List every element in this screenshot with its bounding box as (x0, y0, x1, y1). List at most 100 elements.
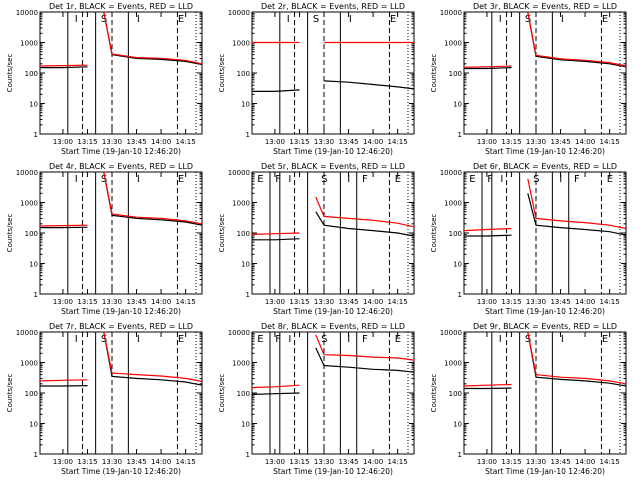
x-tick-label: 13:15 (501, 298, 521, 306)
y-tick-label: 1 (34, 291, 38, 299)
x-tick-label: 13:45 (126, 298, 146, 306)
x-axis-label: Start Time (19-Jan-10 12:46:20) (273, 147, 393, 156)
panel-det-7: Det 7r, BLACK = Events, RED = LLD 1 10 100 1… (6, 322, 203, 476)
x-tick-label: 14:15 (600, 298, 620, 306)
y-tick-label: 100 (237, 230, 250, 238)
event-marker-label: S (101, 14, 107, 25)
event-marker-label: E (607, 174, 613, 185)
y-axis-label: Counts/sec (6, 374, 14, 413)
x-tick-label: 13:15 (501, 458, 521, 466)
y-tick-label: 1 (458, 131, 462, 139)
x-tick-label: 13:30 (526, 298, 546, 306)
x-tick-label: 14:00 (151, 458, 171, 466)
y-axis-label: Counts/sec (218, 54, 226, 93)
event-marker-label: E (395, 334, 401, 345)
event-marker-label: S (313, 14, 319, 25)
x-tick-label: 13:45 (126, 458, 146, 466)
y-tick-label: 10000 (228, 329, 250, 337)
event-marker-label: I (75, 174, 78, 185)
y-tick-label: 1000 (20, 40, 38, 48)
x-tick-label: 13:45 (550, 298, 570, 306)
x-tick-label: 14:00 (575, 298, 595, 306)
x-tick-label: 14:15 (176, 458, 196, 466)
x-tick-label: 13:15 (501, 138, 521, 146)
x-tick-label: 13:30 (102, 458, 122, 466)
x-tick-label: 13:00 (265, 298, 285, 306)
y-tick-label: 100 (449, 70, 462, 78)
event-marker-label: E (178, 14, 184, 25)
y-tick-label: 1000 (232, 40, 250, 48)
y-tick-label: 1 (34, 131, 38, 139)
event-marker-label: S (533, 174, 539, 185)
y-tick-label: 1 (458, 291, 462, 299)
panel-title: Det 4r, BLACK = Events, RED = LLD (49, 162, 193, 171)
y-axis-label: Counts/sec (430, 214, 438, 253)
series-line-lld (463, 11, 627, 68)
panel-det-3: Det 3r, BLACK = Events, RED = LLD 1 10 100 1… (430, 2, 627, 156)
y-tick-label: 10 (241, 101, 250, 109)
x-axis-label: Start Time (19-Jan-10 12:46:20) (273, 467, 393, 476)
x-tick-label: 13:15 (77, 298, 97, 306)
y-tick-label: 1 (246, 451, 250, 459)
series-line-lld (463, 178, 627, 232)
x-tick-label: 13:00 (477, 138, 497, 146)
y-axis-label: Counts/sec (430, 54, 438, 93)
y-tick-label: 10000 (16, 9, 38, 17)
x-tick-label: 13:15 (289, 138, 309, 146)
x-tick-label: 13:30 (314, 138, 334, 146)
panel-det-2: Det 2r, BLACK = Events, RED = LLD 1 10 100 1… (218, 2, 415, 156)
event-marker-label: E (257, 174, 263, 185)
y-tick-label: 1 (458, 451, 462, 459)
y-tick-label: 10000 (440, 329, 462, 337)
panel-title: Det 8r, BLACK = Events, RED = LLD (261, 322, 405, 331)
x-tick-label: 13:45 (338, 458, 358, 466)
panel-det-8: Det 8r, BLACK = Events, RED = LLD 1 10 100 1… (218, 322, 415, 476)
event-marker-label: E (178, 334, 184, 345)
event-marker-label: I (288, 334, 291, 345)
x-tick-label: 14:15 (388, 138, 408, 146)
x-axis-label: Start Time (19-Jan-10 12:46:20) (485, 147, 605, 156)
series-line-lld (39, 331, 203, 382)
y-tick-label: 10 (29, 101, 38, 109)
panel-det-6: Det 6r, BLACK = Events, RED = LLD 1 10 100 1… (430, 162, 627, 316)
x-tick-label: 14:00 (363, 458, 383, 466)
event-marker-label: I (137, 334, 140, 345)
y-tick-label: 10 (29, 261, 38, 269)
y-tick-label: 10 (241, 421, 250, 429)
x-axis-label: Start Time (19-Jan-10 12:46:20) (61, 467, 181, 476)
event-marker-label: E (469, 174, 475, 185)
y-tick-label: 10000 (16, 169, 38, 177)
panel-title: Det 6r, BLACK = Events, RED = LLD (473, 162, 617, 171)
x-tick-label: 14:00 (575, 138, 595, 146)
x-tick-label: 14:15 (600, 458, 620, 466)
x-tick-label: 13:15 (77, 458, 97, 466)
x-tick-label: 14:15 (176, 138, 196, 146)
series-line-events (252, 211, 415, 241)
x-tick-label: 13:00 (53, 298, 73, 306)
x-tick-label: 13:45 (550, 458, 570, 466)
series-line-lld (463, 331, 627, 387)
x-tick-label: 13:45 (126, 138, 146, 146)
series-line-events (251, 347, 415, 395)
x-tick-label: 14:15 (600, 138, 620, 146)
panel-title: Det 1r, BLACK = Events, RED = LLD (49, 2, 193, 11)
x-tick-label: 14:00 (575, 458, 595, 466)
event-marker-label: I (349, 14, 352, 25)
y-tick-label: 10 (453, 421, 462, 429)
x-tick-label: 13:00 (53, 458, 73, 466)
y-tick-label: 100 (449, 230, 462, 238)
event-marker-label: I (75, 14, 78, 25)
x-tick-label: 13:45 (550, 138, 570, 146)
event-marker-label: E (178, 174, 184, 185)
event-marker-label: F (275, 174, 281, 185)
event-marker-label: F (487, 174, 493, 185)
event-marker-label: E (602, 14, 608, 25)
y-tick-label: 10 (453, 101, 462, 109)
series-line-lld (251, 334, 415, 389)
event-marker-label: I (137, 14, 140, 25)
event-marker-label: E (390, 14, 396, 25)
y-tick-label: 1000 (232, 200, 250, 208)
y-axis-label: Counts/sec (6, 214, 14, 253)
event-marker-label: S (525, 14, 531, 25)
event-marker-label: S (321, 174, 327, 185)
